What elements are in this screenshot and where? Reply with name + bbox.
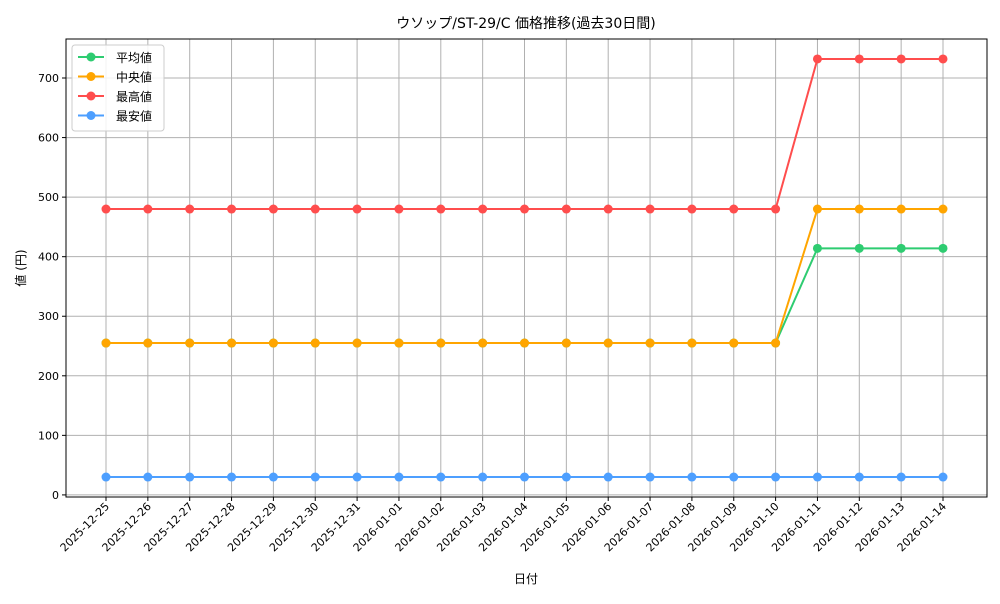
data-point — [938, 472, 948, 482]
data-point — [812, 472, 822, 482]
data-point — [645, 472, 655, 482]
x-axis-label: 日付 — [514, 572, 538, 586]
data-point — [687, 472, 697, 482]
data-point — [561, 472, 571, 482]
y-tick-label: 700 — [38, 72, 59, 85]
data-point — [227, 338, 237, 348]
data-point — [436, 472, 446, 482]
data-point — [520, 204, 529, 214]
data-point — [603, 472, 613, 482]
data-point — [436, 338, 446, 348]
data-point — [268, 338, 278, 348]
data-point — [478, 472, 488, 482]
y-tick-label: 400 — [38, 251, 59, 264]
data-point — [854, 204, 864, 214]
chart-title: ウソップ/ST-29/C 価格推移(過去30日間) — [396, 16, 655, 32]
y-tick-label: 0 — [52, 489, 59, 502]
data-point — [478, 204, 488, 214]
data-point — [854, 243, 864, 253]
data-point — [896, 243, 906, 253]
series-1 — [101, 204, 948, 348]
data-point — [101, 338, 111, 348]
data-point — [352, 204, 362, 214]
data-point — [101, 204, 111, 214]
legend-marker — [86, 52, 96, 62]
data-point — [143, 204, 153, 214]
data-point — [520, 472, 529, 482]
data-point — [812, 243, 822, 253]
data-point — [854, 54, 864, 64]
data-point — [227, 204, 237, 214]
data-point — [812, 54, 822, 64]
data-point — [310, 204, 320, 214]
data-point — [687, 338, 697, 348]
y-tick-label: 100 — [38, 429, 59, 442]
legend-label: 最安値 — [116, 109, 152, 124]
data-point — [938, 243, 948, 253]
data-point — [771, 472, 781, 482]
data-point — [101, 472, 111, 482]
data-point — [854, 472, 864, 482]
data-point — [561, 204, 571, 214]
data-point — [185, 472, 195, 482]
data-point — [729, 472, 739, 482]
data-point — [394, 338, 404, 348]
data-point — [478, 338, 488, 348]
y-tick-label: 500 — [38, 191, 59, 204]
data-point — [687, 204, 697, 214]
data-point — [896, 204, 906, 214]
data-point — [394, 472, 404, 482]
data-point — [143, 338, 153, 348]
data-point — [143, 472, 153, 482]
legend-label: 中央値 — [116, 70, 152, 85]
data-point — [938, 204, 948, 214]
data-point — [185, 204, 195, 214]
data-point — [812, 204, 822, 214]
data-point — [729, 338, 739, 348]
data-point — [729, 204, 739, 214]
data-point — [645, 338, 655, 348]
data-point — [436, 204, 446, 214]
data-point — [520, 338, 529, 348]
data-point — [268, 204, 278, 214]
plot-frame — [65, 38, 988, 498]
legend-box — [71, 44, 165, 132]
data-point — [394, 204, 404, 214]
data-point — [227, 472, 237, 482]
legend-label: 最高値 — [116, 89, 152, 104]
series-2 — [101, 54, 948, 214]
data-point — [310, 472, 320, 482]
legend-marker — [86, 72, 96, 81]
data-point — [310, 338, 320, 348]
data-point — [603, 338, 613, 348]
data-point — [561, 338, 571, 348]
data-point — [603, 204, 613, 214]
data-point — [268, 472, 278, 482]
data-point — [645, 204, 655, 214]
legend-marker — [86, 111, 96, 120]
y-tick-label: 600 — [38, 132, 59, 145]
data-point — [896, 472, 906, 482]
data-point — [185, 338, 195, 348]
data-point — [771, 338, 781, 348]
y-tick-label: 300 — [38, 310, 59, 323]
data-point — [938, 54, 948, 64]
y-axis-label: 値 (円) — [13, 249, 28, 286]
series-3 — [101, 472, 948, 482]
legend-marker — [86, 91, 96, 101]
legend-label: 平均値 — [116, 50, 152, 65]
data-point — [352, 472, 362, 482]
y-tick-label: 200 — [38, 370, 59, 383]
data-point — [896, 54, 906, 64]
data-point — [352, 338, 362, 348]
data-point — [771, 204, 781, 214]
